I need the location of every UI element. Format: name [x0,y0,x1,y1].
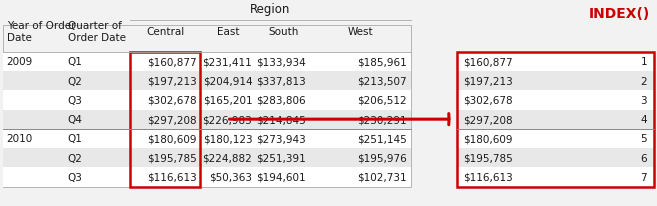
Bar [3,53,411,72]
Text: $230,291: $230,291 [357,115,407,125]
Bar [3,167,411,187]
Bar [457,110,654,129]
Text: Central: Central [146,27,185,37]
Text: $302,678: $302,678 [463,95,513,105]
Text: $160,877: $160,877 [147,57,196,67]
Text: $251,145: $251,145 [357,134,407,144]
Text: 1: 1 [641,57,647,67]
Text: Q1: Q1 [68,57,83,67]
Text: $180,123: $180,123 [202,134,252,144]
Bar [457,148,654,167]
Text: INDEX(): INDEX() [589,7,650,21]
Bar [3,91,411,110]
Text: $133,934: $133,934 [256,57,306,67]
Bar [3,26,411,187]
Text: $195,785: $195,785 [463,153,513,163]
Text: $180,609: $180,609 [463,134,512,144]
Text: $102,731: $102,731 [357,172,407,182]
Bar [457,129,654,148]
Text: Region: Region [250,3,290,16]
Text: Year of Order
Date: Year of Order Date [7,21,75,43]
Text: 6: 6 [641,153,647,163]
Text: $204,914: $204,914 [202,76,252,86]
Bar [457,53,654,187]
Text: 2009: 2009 [7,57,33,67]
Text: East: East [217,27,240,37]
Bar [3,72,411,91]
Text: $214,845: $214,845 [256,115,306,125]
Text: 7: 7 [641,172,647,182]
Text: $195,976: $195,976 [357,153,407,163]
Text: $50,363: $50,363 [210,172,252,182]
Bar [130,53,200,187]
Text: South: South [268,27,298,37]
Text: $195,785: $195,785 [147,153,196,163]
Text: $224,882: $224,882 [202,153,252,163]
Text: $116,613: $116,613 [463,172,513,182]
Text: Q4: Q4 [68,115,83,125]
Text: $197,213: $197,213 [147,76,196,86]
Text: Q3: Q3 [68,95,83,105]
Text: $297,208: $297,208 [463,115,513,125]
Text: $194,601: $194,601 [256,172,306,182]
Text: 5: 5 [641,134,647,144]
Text: $231,411: $231,411 [202,57,252,67]
Bar [457,167,654,187]
Text: $160,877: $160,877 [463,57,513,67]
Text: 3: 3 [641,95,647,105]
Text: West: West [348,27,373,37]
Text: $337,813: $337,813 [256,76,306,86]
Text: 2: 2 [641,76,647,86]
Text: $273,943: $273,943 [256,134,306,144]
Bar [457,53,654,72]
Text: $297,208: $297,208 [147,115,196,125]
Bar [3,110,411,129]
Text: $180,609: $180,609 [147,134,196,144]
Text: $206,512: $206,512 [357,95,407,105]
Text: Quarter of
Order Date: Quarter of Order Date [68,21,125,43]
Bar [3,129,411,148]
Text: $213,507: $213,507 [357,76,407,86]
Text: Q2: Q2 [68,153,83,163]
Text: $226,983: $226,983 [202,115,252,125]
Text: 2010: 2010 [7,134,33,144]
Bar [3,148,411,167]
Bar [457,72,654,91]
Text: $197,213: $197,213 [463,76,513,86]
Text: $116,613: $116,613 [147,172,196,182]
Text: Q2: Q2 [68,76,83,86]
Text: $165,201: $165,201 [202,95,252,105]
Text: Q1: Q1 [68,134,83,144]
Text: Q3: Q3 [68,172,83,182]
Bar [457,91,654,110]
Text: $283,806: $283,806 [256,95,306,105]
Text: $302,678: $302,678 [147,95,196,105]
Text: $251,391: $251,391 [256,153,306,163]
Text: 4: 4 [641,115,647,125]
Text: $185,961: $185,961 [357,57,407,67]
